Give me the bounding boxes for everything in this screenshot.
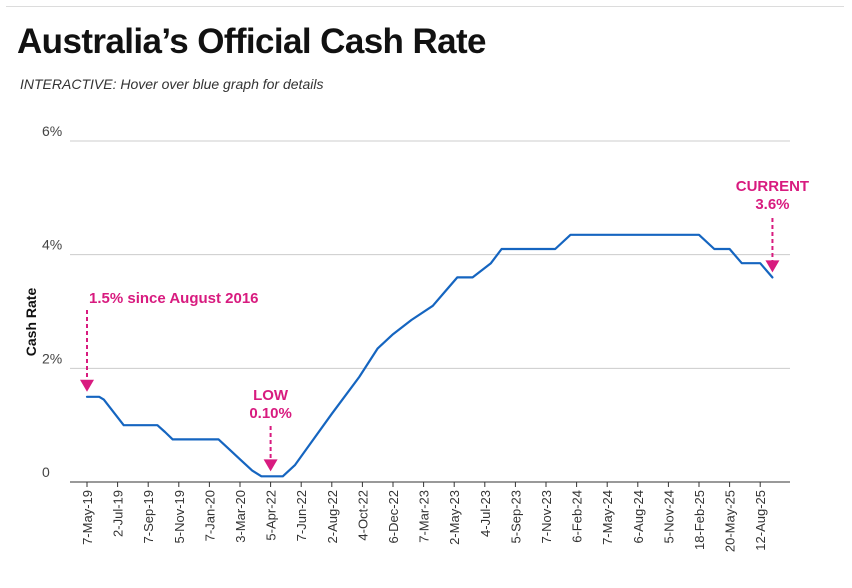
page-title: Australia’s Official Cash Rate: [17, 22, 487, 61]
top-divider: [6, 6, 844, 7]
x-tick-label: 5-Apr-22: [264, 490, 279, 541]
x-tick-label: 5-Nov-24: [661, 490, 676, 543]
annotation-start-text: 1.5% since August 2016: [89, 290, 259, 307]
x-tick-label: 2-Jul-19: [111, 490, 126, 537]
y-tick-label: 4%: [42, 237, 62, 253]
x-tick-label: 6-Feb-24: [570, 490, 585, 543]
x-tick-label: 6-Aug-24: [631, 490, 646, 543]
annotation-current-text: CURRENT: [736, 178, 809, 195]
x-axis-ticks: 7-May-19 2-Jul-19 7-Sep-19 5-Nov-19 7-Jan-20…: [80, 482, 768, 552]
x-tick-label: 7-May-24: [600, 490, 615, 545]
y-tick-label: 0: [42, 464, 50, 480]
grid-lines: [70, 140, 790, 369]
x-tick-label: 7-Sep-19: [141, 490, 156, 543]
annotation-current-text: 3.6%: [755, 196, 789, 213]
annotation-start: 1.5% since August 2016: [80, 290, 259, 392]
x-tick-label: 7-Nov-23: [539, 490, 554, 543]
x-tick-label: 7-Jan-20: [202, 490, 217, 541]
page-subtitle: INTERACTIVE: Hover over blue graph for d…: [20, 76, 324, 92]
y-axis-ticks: 0 2% 4% 6%: [42, 123, 62, 480]
x-tick-label: 12-Aug-25: [753, 490, 768, 551]
x-tick-label: 2-May-23: [447, 490, 462, 545]
x-tick-label: 7-Jun-22: [294, 490, 309, 541]
x-tick-label: 2-Aug-22: [325, 490, 340, 543]
y-tick-label: 6%: [42, 123, 62, 139]
y-axis-label: Cash Rate: [23, 288, 39, 357]
x-tick-label: 4-Jul-23: [478, 490, 493, 537]
annotation-low-arrow-head: [263, 459, 278, 472]
cash-rate-line[interactable]: [85, 233, 774, 478]
y-tick-label: 2%: [42, 350, 62, 366]
x-tick-label: 5-Sep-23: [508, 490, 523, 543]
annotation-start-arrow-head: [80, 379, 94, 392]
x-tick-label: 6-Dec-22: [386, 490, 401, 543]
annotation-low-text: 0.10%: [249, 405, 292, 422]
x-tick-label: 3-Mar-20: [233, 490, 248, 543]
annotation-current-arrow-head: [765, 260, 780, 273]
x-tick-label: 7-May-19: [80, 490, 95, 545]
x-tick-label: 7-Mar-23: [417, 490, 432, 543]
x-tick-label: 5-Nov-19: [172, 490, 187, 543]
x-tick-label: 18-Feb-25: [692, 490, 707, 550]
annotation-low-text: LOW: [253, 387, 289, 404]
x-tick-label: 20-May-25: [723, 490, 738, 552]
x-tick-label: 4-Oct-22: [355, 490, 370, 541]
